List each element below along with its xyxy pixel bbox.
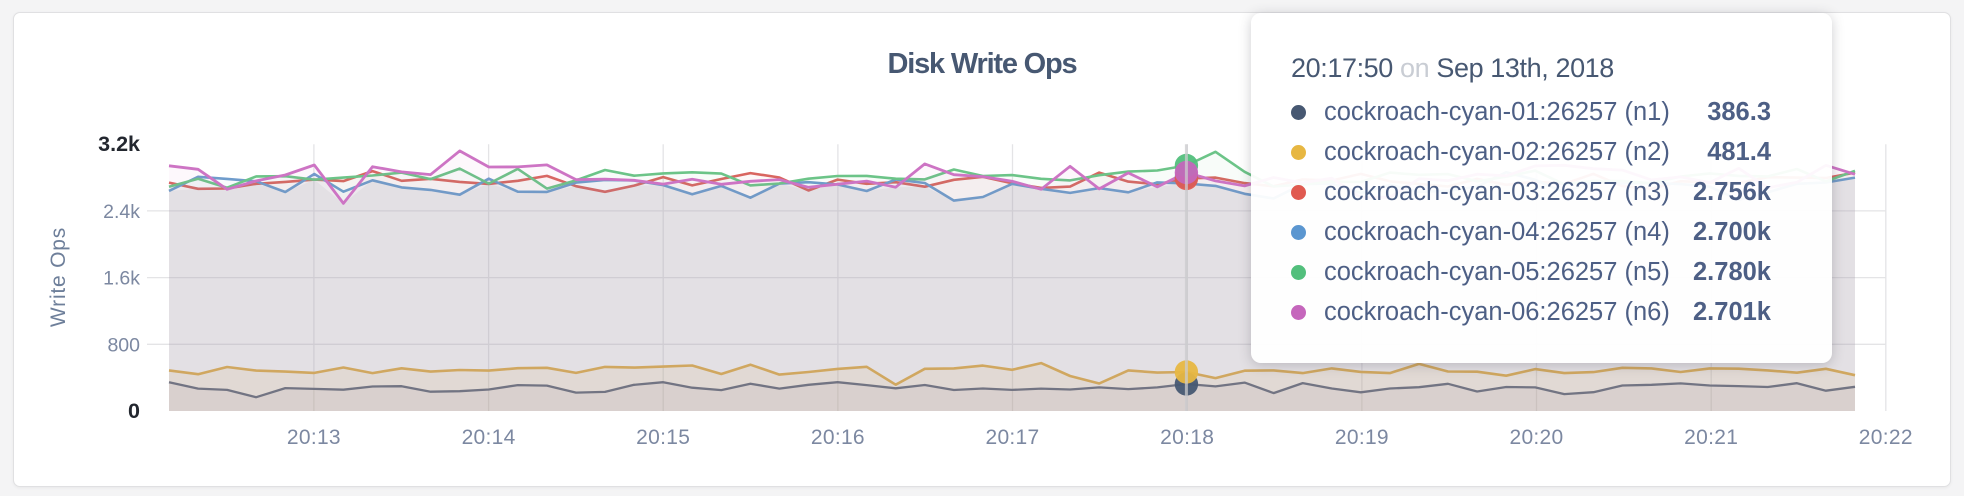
svg-text:20:13: 20:13 [287, 426, 341, 449]
svg-text:20:22: 20:22 [1859, 426, 1913, 449]
svg-text:20:15: 20:15 [636, 426, 690, 449]
svg-text:20:19: 20:19 [1335, 426, 1389, 449]
svg-text:20:14: 20:14 [462, 426, 516, 449]
svg-text:800: 800 [107, 334, 140, 356]
svg-text:20:18: 20:18 [1160, 426, 1214, 449]
svg-text:3.2k: 3.2k [98, 132, 140, 156]
svg-text:20:16: 20:16 [811, 426, 865, 449]
svg-text:20:17: 20:17 [985, 426, 1039, 449]
svg-text:20:20: 20:20 [1509, 426, 1563, 449]
svg-text:20:21: 20:21 [1684, 426, 1738, 449]
svg-text:2.4k: 2.4k [103, 201, 140, 223]
svg-text:1.6k: 1.6k [103, 268, 140, 290]
svg-text:0: 0 [128, 399, 140, 423]
